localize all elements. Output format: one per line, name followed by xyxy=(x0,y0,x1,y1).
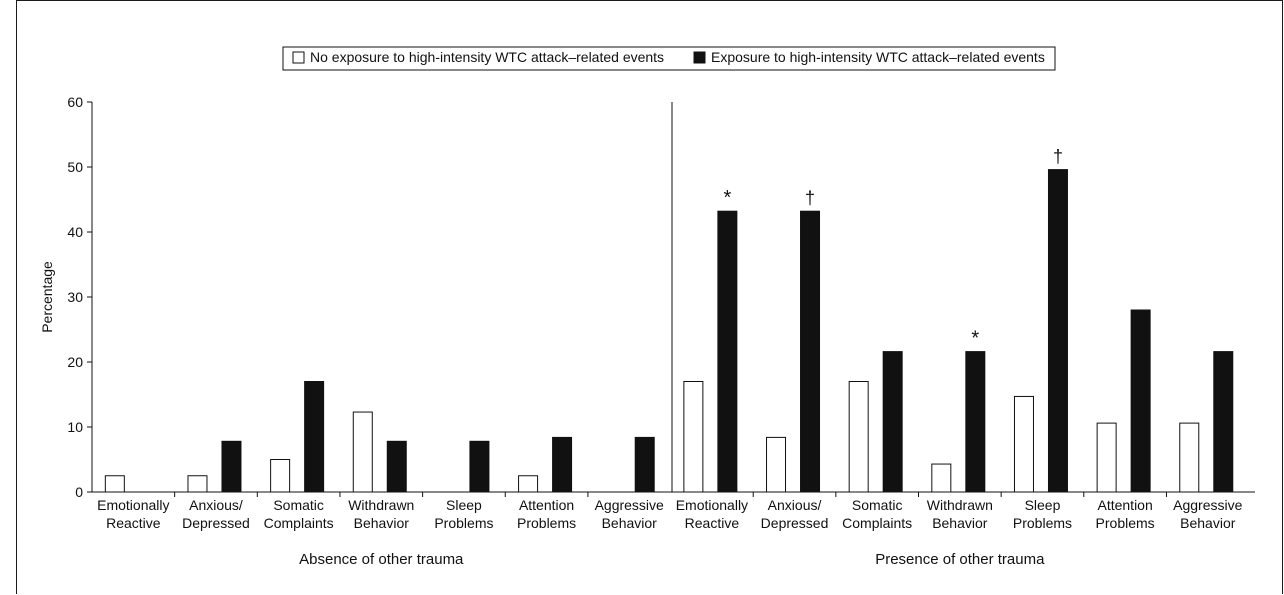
significance-marker: † xyxy=(1053,147,1063,167)
legend-label-2: Exposure to high-intensity WTC attack–re… xyxy=(711,49,1045,65)
category-label-line1: Attention xyxy=(1097,497,1152,513)
category-label-line1: Anxious/ xyxy=(768,497,822,513)
bar-exposure xyxy=(552,436,573,493)
bar-no-exposure xyxy=(848,381,869,493)
figure-frame xyxy=(16,0,1283,594)
bar-no-exposure xyxy=(1179,422,1200,493)
category-label-line1: Aggressive xyxy=(1173,497,1242,513)
category-label-line1: Sleep xyxy=(446,497,482,513)
bar-exposure xyxy=(1047,169,1068,493)
bar-exposure xyxy=(717,210,738,493)
bar-no-exposure xyxy=(931,463,952,493)
bar-no-exposure xyxy=(1013,395,1034,493)
bar-no-exposure xyxy=(683,381,704,493)
category-label-line2: Depressed xyxy=(761,515,829,531)
bar-no-exposure xyxy=(518,475,539,493)
category-label-line1: Emotionally xyxy=(676,497,748,513)
bar-no-exposure xyxy=(1096,422,1117,493)
category-label-line1: Withdrawn xyxy=(348,497,414,513)
category-label-line2: Complaints xyxy=(264,515,334,531)
bar-exposure xyxy=(1213,351,1234,493)
category-label-line2: Behavior xyxy=(1180,515,1236,531)
category-label-line2: Problems xyxy=(434,515,493,531)
legend-box xyxy=(282,46,1056,71)
y-tick-label: 0 xyxy=(75,484,83,500)
bar-exposure xyxy=(469,440,490,493)
y-tick-label: 30 xyxy=(67,289,83,305)
category-label-line2: Problems xyxy=(517,515,576,531)
y-tick-label: 60 xyxy=(67,94,83,110)
bars: * † * † xyxy=(104,147,1234,493)
bar-no-exposure xyxy=(270,459,291,493)
category-label-line2: Behavior xyxy=(354,515,410,531)
category-label-line1: Attention xyxy=(519,497,574,513)
category-label-line2: Problems xyxy=(1096,515,1155,531)
category-label-line1: Somatic xyxy=(852,497,903,513)
legend-swatch-2 xyxy=(693,51,706,64)
bar-no-exposure xyxy=(187,475,208,493)
bar-exposure xyxy=(965,351,986,493)
category-label-line1: Somatic xyxy=(273,497,324,513)
category-label-line2: Reactive xyxy=(685,515,740,531)
category-label-line1: Anxious/ xyxy=(189,497,243,513)
bar-exposure xyxy=(882,351,903,493)
legend-label-1: No exposure to high-intensity WTC attack… xyxy=(310,49,664,65)
bar-exposure xyxy=(304,381,325,493)
significance-marker: * xyxy=(723,187,731,209)
legend-swatch-1 xyxy=(292,51,305,64)
category-label-line1: Sleep xyxy=(1025,497,1061,513)
category-label-line2: Problems xyxy=(1013,515,1072,531)
category-label-line2: Complaints xyxy=(842,515,912,531)
bar-no-exposure xyxy=(352,411,373,493)
bar-exposure xyxy=(634,436,655,493)
bar-exposure xyxy=(800,210,821,493)
category-label-line2: Behavior xyxy=(932,515,988,531)
y-tick-label: 20 xyxy=(67,354,83,370)
significance-marker: † xyxy=(805,188,815,208)
y-tick-label: 40 xyxy=(67,224,83,240)
category-label-line2: Depressed xyxy=(182,515,250,531)
bar-exposure xyxy=(386,440,407,493)
category-label-line2: Behavior xyxy=(602,515,658,531)
category-label-line1: Aggressive xyxy=(595,497,664,513)
group-label: Presence of other trauma xyxy=(875,551,1045,568)
category-label-line1: Withdrawn xyxy=(927,497,993,513)
bar-no-exposure xyxy=(104,475,125,493)
bar-exposure xyxy=(1130,309,1151,493)
legend: No exposure to high-intensity WTC attack… xyxy=(282,46,1056,71)
y-tick-label: 50 xyxy=(67,159,83,175)
category-label-line2: Reactive xyxy=(106,515,161,531)
group-label: Absence of other trauma xyxy=(299,551,464,568)
y-tick-label: 10 xyxy=(67,419,83,435)
bar-exposure xyxy=(221,440,242,493)
category-label-line1: Emotionally xyxy=(97,497,169,513)
y-axis-label: Percentage xyxy=(39,261,55,333)
significance-marker: * xyxy=(971,328,979,350)
category-labels: Emotionally Reactive Anxious/Depressed Soma… xyxy=(97,497,1242,568)
bar-no-exposure xyxy=(766,436,787,493)
